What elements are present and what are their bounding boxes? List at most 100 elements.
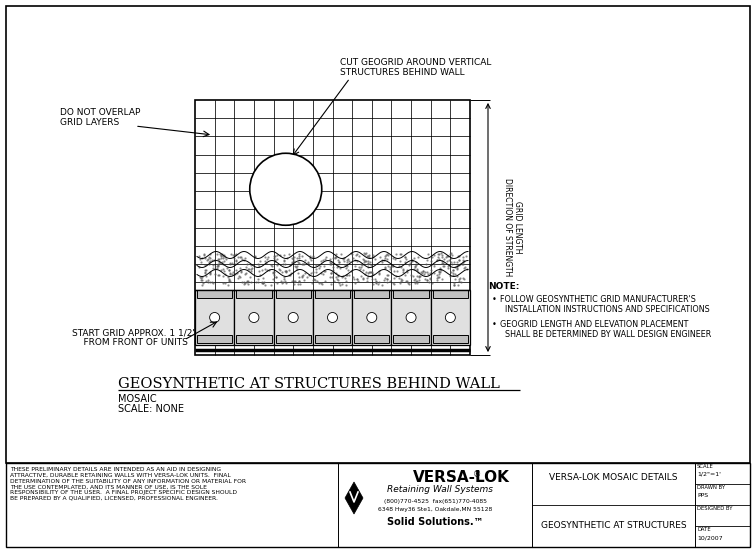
Point — [207, 260, 219, 269]
Point — [302, 259, 314, 268]
Point — [347, 272, 359, 281]
Point — [435, 264, 447, 273]
Point — [212, 271, 225, 280]
Point — [288, 280, 300, 289]
Point — [217, 254, 229, 263]
Point — [414, 275, 426, 284]
Point — [227, 268, 239, 276]
Point — [358, 256, 370, 265]
Point — [339, 276, 352, 285]
Point — [196, 273, 208, 281]
Point — [451, 258, 463, 266]
Point — [342, 256, 354, 265]
Point — [364, 258, 376, 266]
Point — [319, 266, 331, 275]
Point — [360, 249, 372, 258]
Point — [348, 274, 360, 283]
Point — [215, 266, 227, 275]
Point — [352, 250, 364, 259]
Point — [440, 253, 452, 261]
Point — [445, 249, 457, 258]
Point — [330, 273, 342, 281]
Point — [448, 275, 460, 284]
Point — [242, 265, 254, 274]
Point — [204, 278, 216, 286]
Point — [358, 274, 370, 282]
Point — [291, 261, 303, 270]
Text: DRAWN BY: DRAWN BY — [697, 485, 725, 490]
Point — [384, 262, 396, 271]
Point — [333, 258, 345, 266]
Point — [307, 267, 319, 276]
Point — [406, 256, 418, 265]
Bar — [354, 335, 389, 343]
Point — [283, 270, 295, 279]
Point — [209, 270, 222, 279]
Point — [296, 260, 308, 269]
Point — [242, 276, 254, 285]
Point — [435, 256, 448, 265]
Text: GEOSYNTHETIC AT STRUCTURES: GEOSYNTHETIC AT STRUCTURES — [541, 522, 686, 531]
Point — [453, 256, 465, 265]
Point — [315, 256, 327, 265]
Point — [280, 266, 292, 275]
Point — [317, 256, 329, 265]
Point — [296, 273, 308, 281]
Point — [219, 279, 231, 287]
Point — [387, 254, 399, 263]
Point — [393, 261, 405, 270]
Point — [244, 265, 256, 274]
Point — [361, 252, 373, 261]
Point — [407, 271, 419, 280]
Point — [253, 257, 265, 266]
Point — [425, 266, 437, 275]
Point — [457, 260, 469, 269]
Point — [234, 263, 246, 272]
Point — [417, 270, 429, 279]
Point — [401, 266, 413, 275]
Point — [380, 250, 392, 259]
Point — [342, 265, 355, 274]
Point — [376, 257, 388, 266]
Point — [238, 280, 250, 289]
Point — [370, 278, 383, 287]
Point — [305, 256, 317, 265]
Point — [212, 255, 224, 264]
Point — [355, 260, 367, 269]
Point — [351, 275, 363, 284]
Point — [386, 262, 398, 271]
Point — [448, 270, 460, 279]
Point — [276, 268, 288, 276]
Point — [378, 256, 390, 265]
Point — [431, 271, 443, 280]
Point — [347, 253, 359, 262]
Point — [293, 272, 305, 281]
Point — [278, 274, 290, 283]
Bar — [195, 100, 470, 355]
Bar — [432, 290, 468, 298]
Point — [395, 275, 407, 284]
Polygon shape — [345, 482, 363, 514]
Point — [226, 258, 238, 267]
Bar — [314, 290, 350, 298]
Text: VERSA-LOK: VERSA-LOK — [413, 470, 510, 485]
Point — [353, 263, 365, 271]
Point — [408, 264, 420, 273]
Bar — [313, 290, 352, 345]
Point — [403, 260, 415, 269]
Point — [381, 254, 393, 263]
Point — [401, 278, 414, 287]
Point — [457, 274, 469, 282]
Text: GEOGRID LENGTH AND ELEVATION PLACEMENT
  SHALL BE DETERMINED BY WALL DESIGN ENGI: GEOGRID LENGTH AND ELEVATION PLACEMENT S… — [500, 320, 711, 340]
Point — [412, 253, 424, 262]
Bar — [432, 335, 468, 343]
Point — [404, 258, 417, 267]
Point — [331, 275, 343, 284]
Bar — [197, 290, 232, 298]
Point — [394, 279, 406, 288]
Point — [417, 267, 429, 276]
Point — [213, 255, 225, 264]
Point — [389, 254, 401, 263]
Point — [388, 274, 400, 282]
Point — [200, 272, 212, 281]
